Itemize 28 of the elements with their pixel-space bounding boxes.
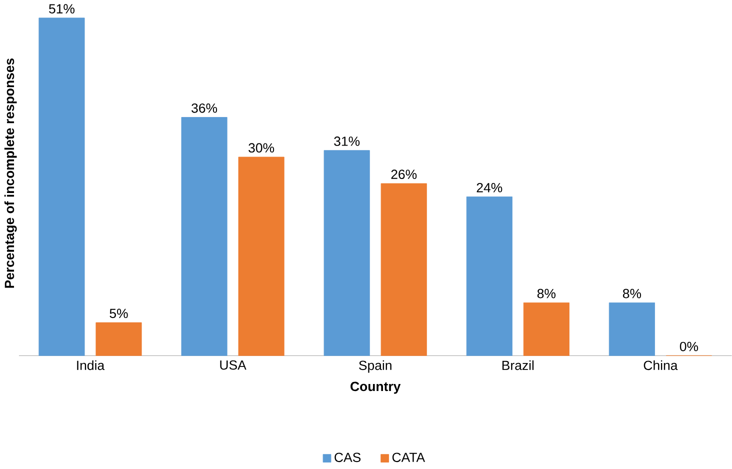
x-tick-label: Brazil (502, 360, 534, 370)
x-tick-label: Spain (359, 360, 392, 372)
bar (181, 116, 228, 356)
data-label: 5% (110, 308, 128, 318)
x-tick-label: USA (220, 360, 246, 370)
data-label: 8% (537, 288, 556, 298)
data-label: 30% (248, 142, 274, 152)
bar (96, 322, 142, 356)
data-label: 0% (680, 342, 698, 351)
bar (38, 17, 85, 356)
data-label: 26% (391, 169, 417, 179)
bar (238, 156, 284, 356)
bar (466, 196, 512, 356)
data-label: 36% (192, 103, 218, 113)
bar (380, 183, 427, 356)
data-label: 31% (334, 136, 360, 146)
data-label: 24% (476, 182, 502, 192)
legend-label: CAS (334, 452, 361, 462)
bar (523, 302, 570, 356)
data-label: 51% (49, 4, 74, 14)
legend-label: CATA (392, 452, 426, 462)
bar (324, 150, 370, 356)
bar (608, 302, 655, 356)
y-axis-title: Percentage of incomplete responses (4, 58, 17, 288)
x-axis-title: Country (350, 382, 401, 394)
x-tick-label: India (77, 360, 105, 370)
x-tick-label: China (644, 360, 678, 370)
data-label: 8% (622, 288, 642, 298)
